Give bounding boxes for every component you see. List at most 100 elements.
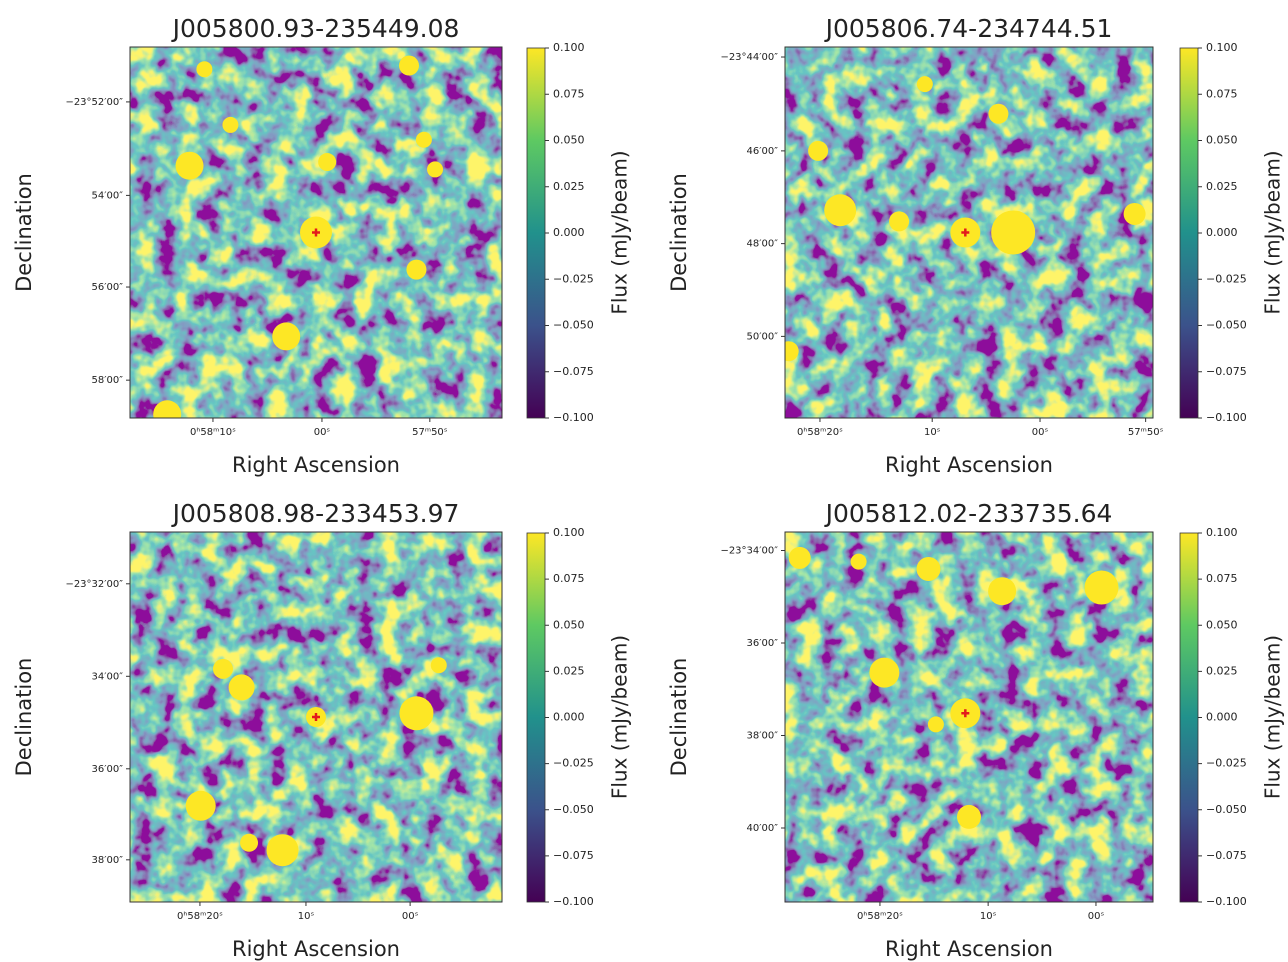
colorbar-tick-label: −0.100 [553, 895, 594, 908]
sources [785, 76, 1146, 362]
bright-source [889, 211, 910, 232]
colorbar-tick-label: −0.100 [1206, 895, 1247, 908]
colorbar-tick-label: 0.000 [1206, 711, 1238, 724]
bright-source [185, 790, 216, 821]
colorbar-tick-label: 0.075 [553, 87, 585, 100]
colorbar-tick-label: −0.050 [553, 803, 594, 816]
y-tick-label: 46′00″ [747, 146, 779, 157]
bright-source [788, 546, 811, 569]
panel-title: J005808.98-233453.97 [171, 499, 460, 528]
colorbar-label: Flux (mJy/beam) [1261, 635, 1285, 799]
bright-source [927, 716, 944, 733]
colorbar-label: Flux (mJy/beam) [1261, 150, 1285, 314]
colorbar-tick-label: 0.025 [1206, 664, 1238, 677]
plot-frame [784, 46, 1154, 419]
colorbar-tick-label: 0.100 [1206, 526, 1238, 539]
y-tick-label: 56′00″ [92, 282, 124, 293]
bright-source [785, 341, 799, 362]
bright-source [916, 557, 941, 581]
colorbar-tick-label: 0.050 [553, 618, 585, 631]
sources [185, 657, 447, 867]
sources [153, 55, 444, 418]
colorbar-tick-label: −0.025 [553, 757, 594, 770]
colorbar [1179, 532, 1199, 903]
bright-source [272, 322, 301, 351]
colorbar [1179, 47, 1199, 419]
colorbar-tick-label: −0.050 [553, 319, 594, 332]
x-tick-label: 10ˢ [924, 427, 941, 438]
colorbar-tick-label: 0.025 [553, 664, 585, 677]
x-tick-label: 57ᵐ50ˢ [412, 427, 448, 438]
plot-frame [129, 531, 503, 903]
target-marker [961, 228, 970, 237]
colorbar-label: Flux (mJy/beam) [608, 150, 632, 314]
y-tick-label: 58′00″ [92, 375, 124, 386]
colorbar-tick-label: 0.075 [1206, 87, 1238, 100]
colorbar-tick-label: −0.050 [1206, 319, 1247, 332]
y-tick-label: −23°32′00″ [65, 579, 123, 590]
target-marker [961, 709, 970, 718]
x-tick-label: 0ʰ58ᵐ20ˢ [857, 911, 903, 922]
bright-source [988, 103, 1009, 124]
colorbar-tick-label: −0.100 [1206, 411, 1247, 424]
colorbar-tick-label: 0.025 [1206, 180, 1238, 193]
colorbar-tick-label: 0.100 [553, 526, 585, 539]
y-tick-label: −23°44′00″ [720, 52, 778, 63]
y-tick-label: 34′00″ [92, 671, 124, 682]
colorbar-tick-label: −0.025 [553, 272, 594, 285]
target-marker [312, 228, 320, 237]
x-tick-label: 0ʰ58ᵐ20ˢ [797, 427, 843, 438]
bright-source [406, 259, 427, 280]
bright-source [228, 674, 255, 701]
plot-frame [784, 531, 1154, 903]
colorbar-tick-label: 0.050 [1206, 134, 1238, 147]
bright-source [427, 161, 444, 178]
bright-source [153, 400, 182, 418]
bright-source [869, 657, 900, 688]
colorbar-tick-label: 0.000 [553, 711, 585, 724]
bright-source [850, 553, 867, 570]
x-tick-label: 00ˢ [1088, 911, 1105, 922]
bright-source [916, 76, 933, 93]
bright-source [213, 658, 233, 679]
x-axis-label: Right Ascension [885, 937, 1053, 961]
x-tick-label: 00ˢ [402, 911, 419, 922]
colorbar-tick-label: 0.075 [1206, 572, 1238, 585]
sources [788, 546, 1119, 829]
x-axis-label: Right Ascension [885, 453, 1053, 477]
bright-source [399, 55, 419, 76]
x-tick-label: 00ˢ [1032, 427, 1049, 438]
bright-source [266, 834, 299, 867]
y-tick-label: 38′00″ [92, 855, 124, 866]
colorbar-tick-label: 0.000 [1206, 226, 1238, 239]
colorbar-tick-label: −0.025 [1206, 272, 1247, 285]
x-axis-label: Right Ascension [232, 453, 400, 477]
colorbar-tick-label: −0.075 [1206, 365, 1247, 378]
y-axis-label: Declination [667, 173, 691, 292]
colorbar [526, 532, 546, 903]
bright-source [318, 153, 337, 172]
colorbar-tick-label: 0.000 [553, 226, 585, 239]
colorbar-tick-label: 0.050 [553, 134, 585, 147]
x-axis-label: Right Ascension [232, 937, 400, 961]
x-tick-label: 57ᵐ50ˢ [1128, 427, 1164, 438]
colorbar-tick-label: −0.075 [553, 849, 594, 862]
y-tick-label: −23°34′00″ [720, 546, 778, 557]
y-tick-label: 50′00″ [747, 331, 779, 342]
bright-source [240, 833, 259, 852]
y-axis-label: Declination [667, 658, 691, 777]
plot-frame [129, 46, 503, 419]
y-axis-label: Declination [12, 658, 36, 777]
colorbar-tick-label: 0.050 [1206, 618, 1238, 631]
y-tick-label: 48′00″ [747, 239, 779, 250]
bright-source [1123, 202, 1146, 225]
y-tick-label: 40′00″ [747, 823, 779, 834]
bright-source [175, 151, 204, 180]
colorbar-tick-label: −0.075 [1206, 849, 1247, 862]
colorbar-tick-label: −0.025 [1206, 757, 1247, 770]
bright-source [399, 696, 434, 731]
bright-source [1084, 570, 1119, 605]
colorbar-tick-label: −0.100 [553, 411, 594, 424]
